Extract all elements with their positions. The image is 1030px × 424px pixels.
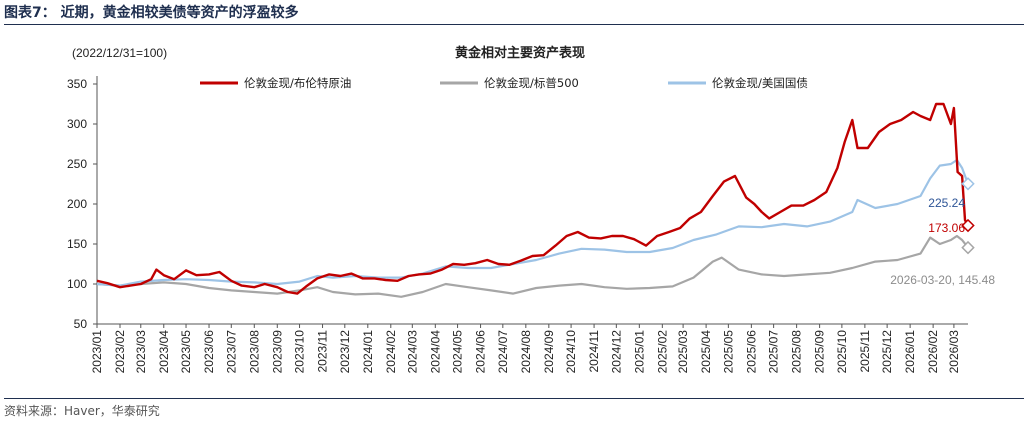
series-line-2: [96, 234, 969, 298]
x-tick-label: 2024/09: [542, 330, 556, 374]
x-tick-label: 2023/04: [157, 330, 171, 374]
line-chart: 黄金相对主要资产表现 (2022/12/31=100) 伦敦金现/布伦特原油 伦敦…: [67, 45, 995, 373]
x-tick-label: 2025/08: [790, 330, 804, 374]
x-tick-label: 2024/05: [451, 330, 465, 374]
series-end-marker-3: [961, 177, 975, 191]
x-tick-label: 2024/10: [564, 330, 578, 374]
y-tick-label: 250: [67, 157, 87, 171]
axes: 50 100 150 200 250 300 350 2023/01 2023/02 2023/0…: [67, 76, 968, 373]
series-lines: [96, 102, 970, 298]
x-tick-label: 2024/12: [609, 330, 623, 374]
x-tick-label: 2023/11: [316, 330, 330, 373]
x-tick-label: 2026/02: [926, 330, 940, 374]
x-tick-label: 2024/03: [405, 330, 419, 374]
y-tick-label: 300: [67, 117, 87, 131]
x-tick-label: 2023/06: [202, 330, 216, 374]
caption-underline: [4, 24, 1024, 25]
legend-label-3: 伦敦金现/美国国债: [712, 76, 808, 90]
x-tick-label: 2023/12: [338, 330, 352, 374]
x-tick-label: 2026/03: [947, 330, 961, 374]
x-tick-label: 2025/02: [655, 330, 669, 374]
x-tick-label: 2025/05: [721, 330, 735, 374]
end-value-label-gold-sp500: 2026-03-20, 145.48: [890, 273, 995, 287]
y-tick-label: 50: [74, 317, 88, 331]
x-tick-label: 2025/04: [699, 330, 713, 374]
x-tick-label: 2025/06: [744, 330, 758, 374]
figure-caption: 图表7： 近期，黄金相较美债等资产的浮盈较多: [4, 5, 299, 21]
x-tick-label: 2024/07: [496, 330, 510, 374]
x-tick-label: 2025/09: [813, 330, 827, 374]
x-tick-label: 2023/03: [134, 330, 148, 374]
end-value-label-gold-oil: 173.06: [928, 221, 965, 235]
y-tick-label: 100: [67, 277, 87, 291]
x-tick-label: 2025/12: [880, 330, 894, 374]
x-tick-label: 2024/08: [519, 330, 533, 374]
x-tick-label: 2025/07: [767, 330, 781, 374]
x-tick-label: 2023/08: [247, 330, 261, 374]
x-tick-label: 2024/11: [587, 330, 601, 373]
x-tick-label: 2025/01: [632, 330, 646, 374]
x-tick-label: 2023/09: [270, 330, 284, 374]
series-end-marker-2: [961, 240, 975, 255]
legend-label-1: 伦敦金现/布伦特原油: [244, 76, 351, 90]
x-tick-label: 2023/05: [179, 330, 193, 374]
x-tick-label: 2026/01: [903, 330, 917, 374]
x-tick-label: 2025/03: [676, 330, 690, 374]
source-divider: [4, 398, 1024, 399]
x-tick-label: 2024/01: [361, 330, 375, 374]
source-note: 资料来源：Haver，华泰研究: [4, 404, 160, 418]
chart-subtitle: (2022/12/31=100): [72, 46, 167, 60]
y-tick-label: 200: [67, 197, 87, 211]
series-end-marker-1: [961, 218, 975, 233]
x-tick-label: 2024/06: [474, 330, 488, 374]
x-tick-label: 2023/10: [293, 330, 307, 374]
y-tick-label: 150: [67, 237, 87, 251]
x-tick-label: 2025/10: [835, 330, 849, 374]
legend: 伦敦金现/布伦特原油 伦敦金现/标普500 伦敦金现/美国国债: [200, 76, 808, 90]
x-tick-label: 2024/04: [428, 330, 442, 374]
chart-title: 黄金相对主要资产表现: [455, 45, 585, 61]
legend-label-2: 伦敦金现/标普500: [484, 76, 579, 90]
x-tick-label: 2023/01: [90, 330, 104, 374]
end-annotations: 173.06 225.24 2026-03-20, 145.48: [890, 177, 995, 287]
end-value-label-gold-treasury: 225.24: [928, 196, 965, 210]
x-tick-label: 2024/02: [384, 330, 398, 374]
x-tick-label: 2025/11: [858, 330, 872, 373]
series-line-3: [96, 158, 970, 287]
x-tick-label: 2023/02: [113, 330, 127, 374]
y-tick-label: 350: [67, 77, 87, 91]
x-tick-label: 2023/07: [224, 330, 238, 374]
series-line-1: [96, 102, 970, 295]
